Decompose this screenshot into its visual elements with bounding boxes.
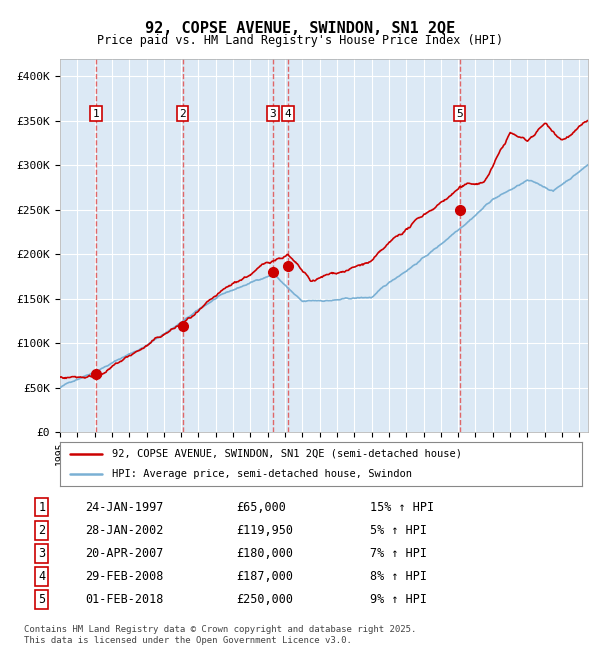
- Text: 92, COPSE AVENUE, SWINDON, SN1 2QE (semi-detached house): 92, COPSE AVENUE, SWINDON, SN1 2QE (semi…: [112, 449, 462, 459]
- Text: Contains HM Land Registry data © Crown copyright and database right 2025.
This d: Contains HM Land Registry data © Crown c…: [24, 625, 416, 645]
- Text: £250,000: £250,000: [236, 593, 293, 606]
- Text: 20-APR-2007: 20-APR-2007: [85, 547, 164, 560]
- Text: 1: 1: [38, 500, 46, 514]
- Text: 9% ↑ HPI: 9% ↑ HPI: [370, 593, 427, 606]
- Text: 15% ↑ HPI: 15% ↑ HPI: [370, 500, 434, 514]
- Text: 29-FEB-2008: 29-FEB-2008: [85, 569, 164, 582]
- Text: 5: 5: [38, 593, 46, 606]
- Text: 5: 5: [456, 109, 463, 119]
- Text: 3: 3: [269, 109, 277, 119]
- Text: 8% ↑ HPI: 8% ↑ HPI: [370, 569, 427, 582]
- Text: 2: 2: [38, 524, 46, 537]
- Text: £180,000: £180,000: [236, 547, 293, 560]
- Text: £65,000: £65,000: [236, 500, 286, 514]
- Text: 24-JAN-1997: 24-JAN-1997: [85, 500, 164, 514]
- Text: HPI: Average price, semi-detached house, Swindon: HPI: Average price, semi-detached house,…: [112, 469, 412, 479]
- Text: 3: 3: [38, 547, 46, 560]
- Text: 2: 2: [179, 109, 186, 119]
- Text: 92, COPSE AVENUE, SWINDON, SN1 2QE: 92, COPSE AVENUE, SWINDON, SN1 2QE: [145, 21, 455, 36]
- Text: 7% ↑ HPI: 7% ↑ HPI: [370, 547, 427, 560]
- Text: 1: 1: [92, 109, 99, 119]
- Text: Price paid vs. HM Land Registry's House Price Index (HPI): Price paid vs. HM Land Registry's House …: [97, 34, 503, 47]
- Text: 5% ↑ HPI: 5% ↑ HPI: [370, 524, 427, 537]
- Text: £187,000: £187,000: [236, 569, 293, 582]
- Text: 4: 4: [38, 569, 46, 582]
- Text: 28-JAN-2002: 28-JAN-2002: [85, 524, 164, 537]
- Text: 01-FEB-2018: 01-FEB-2018: [85, 593, 164, 606]
- Text: 4: 4: [284, 109, 291, 119]
- Text: £119,950: £119,950: [236, 524, 293, 537]
